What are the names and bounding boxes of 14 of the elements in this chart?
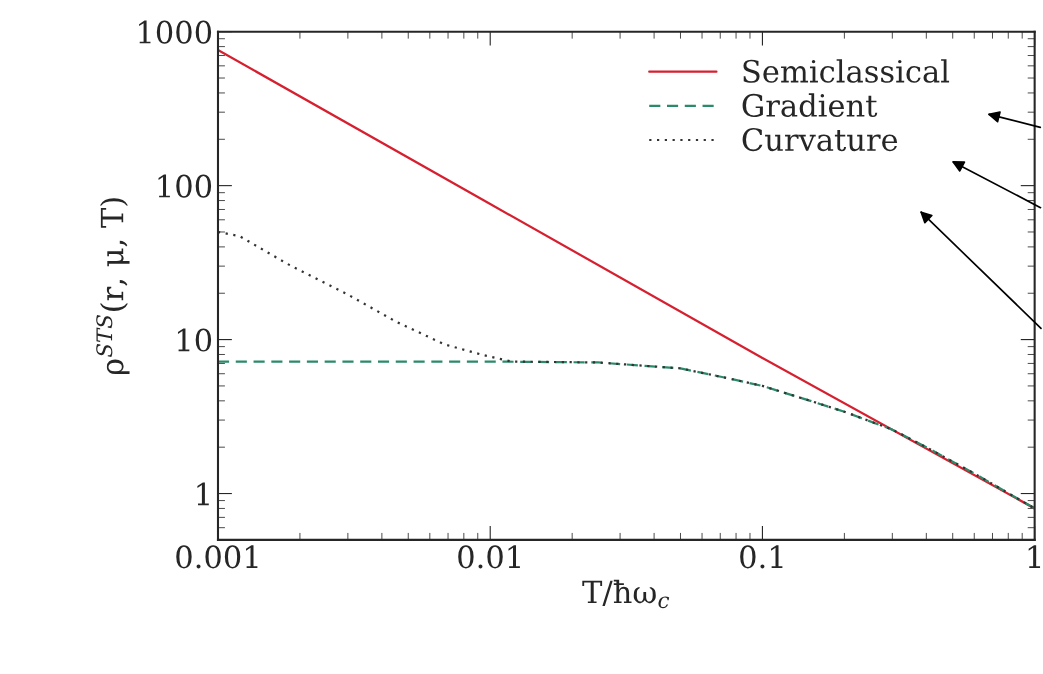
- x-tick-label: 0.01: [458, 545, 520, 569]
- x-axis-title: T/ħω$_{c}$: [582, 579, 670, 609]
- y-tick-label: 1000: [139, 20, 212, 44]
- legend-label: Semiclassical: [743, 59, 950, 83]
- y-tick-label: 100: [158, 174, 212, 198]
- y-axis-title: ρ$^{STS}$(r, μ, T): [96, 198, 130, 374]
- y-tick-label: 1: [197, 482, 209, 506]
- y-tick-label: 10: [177, 328, 212, 352]
- x-tick-label: 0.001: [176, 545, 258, 569]
- line-series: [217, 48, 1035, 510]
- legend-label: Curvature: [742, 128, 898, 152]
- x-tick-label: 0.1: [740, 545, 783, 569]
- legend-label: Gradient: [742, 93, 878, 117]
- x-tick-label: 1: [1028, 545, 1041, 568]
